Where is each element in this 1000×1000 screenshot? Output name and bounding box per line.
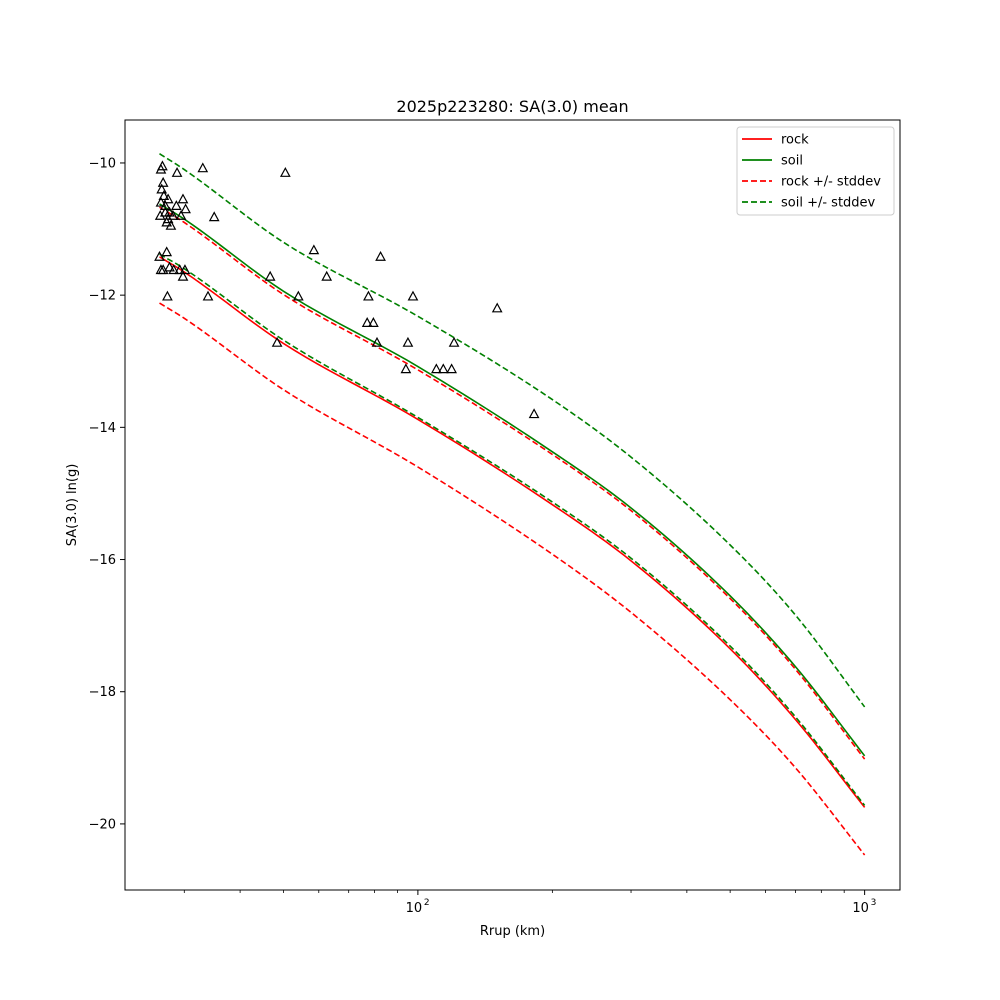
observation-marker bbox=[157, 176, 169, 187]
observation-marker bbox=[400, 363, 412, 374]
x-tick-label: 10 bbox=[406, 901, 423, 916]
x-tick-label-exponent: 2 bbox=[424, 898, 430, 908]
series-line-rock bbox=[159, 256, 866, 808]
observation-marker bbox=[264, 270, 276, 281]
observation-marker bbox=[363, 290, 374, 301]
observation-marker bbox=[177, 193, 189, 204]
observation-marker bbox=[174, 264, 186, 275]
observation-marker bbox=[197, 162, 209, 173]
observation-marker bbox=[170, 200, 182, 210]
observation-marker bbox=[168, 264, 180, 275]
legend-label: rock bbox=[781, 133, 809, 148]
observation-marker bbox=[446, 363, 458, 374]
observation-marker bbox=[292, 290, 304, 301]
observation-marker bbox=[321, 270, 333, 281]
x-tick-label-exponent: 3 bbox=[871, 898, 877, 908]
observation-marker bbox=[161, 246, 173, 257]
x-axis-label: Rrup (km) bbox=[480, 924, 545, 939]
observation-marker bbox=[491, 302, 503, 313]
observation-marker bbox=[155, 264, 167, 275]
observation-marker bbox=[155, 196, 167, 207]
legend-box bbox=[736, 126, 895, 216]
observation-marker bbox=[157, 160, 168, 171]
observation-marker bbox=[156, 183, 168, 194]
y-tick-label: −10 bbox=[89, 156, 116, 171]
series-line-rock-stddev bbox=[159, 302, 866, 856]
observation-marker bbox=[171, 167, 183, 177]
y-tick-label: −18 bbox=[89, 685, 116, 700]
y-tick-label: −16 bbox=[89, 553, 116, 568]
observation-marker bbox=[159, 206, 171, 217]
y-axis-label: SA(3.0) ln(g) bbox=[65, 464, 80, 547]
observation-marker bbox=[361, 317, 373, 327]
observation-marker bbox=[308, 244, 320, 255]
observation-marker bbox=[162, 213, 174, 224]
y-tick-label: −14 bbox=[89, 421, 116, 436]
observation-marker bbox=[167, 209, 179, 220]
observation-marker bbox=[371, 336, 383, 347]
observation-marker bbox=[430, 363, 442, 374]
series-line-soil-stddev bbox=[159, 153, 866, 708]
series-line-band-3 bbox=[159, 206, 866, 760]
observation-marker bbox=[367, 317, 379, 327]
legend: rock soil rock +/- stddev soil +/- stddev bbox=[736, 126, 895, 216]
observation-marker bbox=[437, 363, 449, 374]
observation-marker bbox=[202, 290, 214, 301]
observation-marker bbox=[375, 250, 386, 261]
series-lines bbox=[159, 153, 866, 856]
observation-marker bbox=[279, 167, 291, 177]
observation-marker bbox=[177, 270, 189, 281]
observation-marker bbox=[175, 209, 187, 220]
y-tick-label: −20 bbox=[89, 817, 116, 832]
observation-marker bbox=[271, 336, 283, 347]
series-line-soil bbox=[159, 203, 866, 757]
observation-marker bbox=[162, 290, 173, 301]
observation-marker bbox=[164, 261, 175, 272]
observation-marker bbox=[407, 290, 419, 301]
observation-marker bbox=[162, 193, 174, 204]
y-tick-label: −12 bbox=[89, 289, 116, 304]
chart-title: 2025p223280: SA(3.0) mean bbox=[396, 97, 628, 116]
observation-marker bbox=[208, 211, 220, 222]
legend-label: soil +/- stddev bbox=[781, 196, 876, 211]
observation-points bbox=[154, 160, 540, 419]
plot-frame bbox=[124, 119, 901, 891]
series-line-band-5 bbox=[159, 253, 866, 806]
legend-label: rock +/- stddev bbox=[781, 175, 881, 190]
observation-marker bbox=[158, 190, 170, 201]
observation-marker bbox=[180, 203, 191, 214]
observation-marker bbox=[159, 200, 171, 210]
observation-marker bbox=[154, 250, 165, 261]
observation-marker bbox=[179, 264, 191, 275]
observation-marker bbox=[402, 336, 414, 347]
legend-label: soil bbox=[781, 154, 803, 169]
observation-marker bbox=[154, 209, 166, 220]
observation-marker bbox=[448, 336, 460, 347]
x-tick-label: 10 bbox=[852, 901, 869, 916]
observation-marker bbox=[165, 219, 177, 230]
observation-marker bbox=[528, 408, 540, 419]
